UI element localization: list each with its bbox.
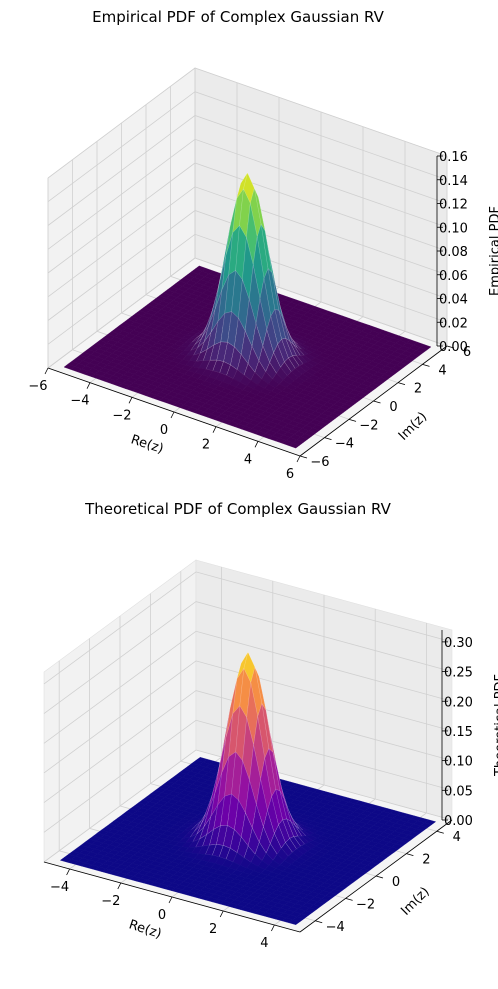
gridline-z [47,186,448,298]
x-tick-label: 4 [260,936,268,951]
gridline-z [43,690,453,803]
gridline-z [47,67,448,179]
surface-patch [288,442,301,449]
x-tick-mark [86,382,91,389]
y-tick-label: −6 [310,455,329,470]
y-tick-mark [315,920,323,924]
y-axis-label: Im(z) [396,409,430,443]
x-tick-label: −2 [101,894,120,909]
x-tick-label: 2 [209,922,217,937]
y-tick-label: −2 [359,418,378,433]
y-tick-mark [422,363,430,367]
gridline-z [43,660,453,774]
z-tick-label: 0.14 [439,174,468,189]
x-tick-label: −4 [50,880,69,895]
y-tick-mark [348,418,357,422]
z-tick-label: 0.04 [439,293,468,308]
gridline-z [47,115,448,226]
x-tick-label: 2 [202,438,210,453]
z-tick-label: 0.30 [444,636,473,651]
y-tick-mark [299,455,308,459]
y-tick-label: 0 [389,400,397,415]
y-tick-mark [436,830,444,834]
z-tick-label: 0.25 [444,666,473,681]
y-tick-label: 6 [463,345,471,360]
x-tick-mark [117,882,122,890]
x-tick-mark [44,367,49,375]
gridline-z [43,630,453,744]
x-tick-label: 4 [244,452,252,467]
x-tick-mark [271,924,275,932]
x-tick-mark [296,455,301,463]
y-tick-label: 0 [392,875,400,890]
x-tick-label: −6 [28,379,47,394]
gridline-z [43,749,453,863]
gridline-z [47,233,448,345]
gridline-z [43,719,453,833]
y-tick-mark [397,382,406,386]
z-axis-label: Empirical PDF [488,206,498,296]
x-tick-mark [66,868,70,876]
y-tick-mark [406,853,414,856]
y-tick-mark [373,400,381,404]
y-tick-mark [375,875,384,879]
gridline-z [47,162,448,274]
x-tick-mark [212,426,217,433]
x-tick-mark [128,397,133,404]
chart-title: Theoretical PDF of Complex Gaussian RV [84,500,392,518]
z-tick-label: 0.10 [439,221,468,236]
y-tick-label: 4 [438,363,446,378]
x-tick-label: 0 [160,423,168,438]
gridline-z [47,210,448,321]
z-tick-label: 0.02 [439,316,468,331]
y-tick-mark [345,898,353,901]
z-axis-label: Theoretical PDF [493,674,498,777]
y-tick-mark [324,437,332,441]
y-tick-label: −4 [326,920,345,935]
z-tick-label: 0.06 [439,269,468,284]
gridline-z [43,571,453,685]
x-tick-label: −2 [112,408,131,423]
y-tick-mark [446,345,455,349]
y-tick-label: 4 [453,830,461,845]
subplot-1: Empirical PDF of Complex Gaussian RV −6 −4… [28,8,498,482]
x-tick-label: −4 [70,394,89,409]
y-tick-label: 2 [422,853,430,868]
x-tick-mark [168,896,173,904]
z-tick-label: 0.16 [439,150,468,165]
x-tick-mark [254,441,259,448]
gridline-z [47,257,448,369]
x-tick-label: 0 [158,908,166,923]
y-tick-label: −2 [356,897,375,912]
surface [63,172,432,449]
y-axis-label: Im(z) [398,884,432,918]
z-tick-label: 0.12 [439,198,468,213]
z-tick-label: 0.10 [444,755,473,770]
surface [59,651,437,925]
y-tick-label: −4 [335,437,354,452]
x-tick-mark [170,411,175,419]
gridline-z [43,601,453,714]
z-tick-label: 0.00 [444,814,473,829]
z-tick-label: 0.05 [444,784,473,799]
gridline-z [47,138,448,250]
z-tick-label: 0.20 [444,695,473,710]
z-tick-label: 0.00 [439,340,468,355]
x-tick-label: 6 [286,467,294,482]
surface-patch [288,919,301,925]
chart-title: Empirical PDF of Complex Gaussian RV [92,8,384,26]
gridline-z [47,91,448,203]
x-tick-mark [219,910,224,918]
z-tick-label: 0.15 [444,725,473,740]
subplot-2: Theoretical PDF of Complex Gaussian RV −4… [43,500,498,951]
y-tick-label: 2 [414,382,422,397]
z-tick-label: 0.08 [439,245,468,260]
